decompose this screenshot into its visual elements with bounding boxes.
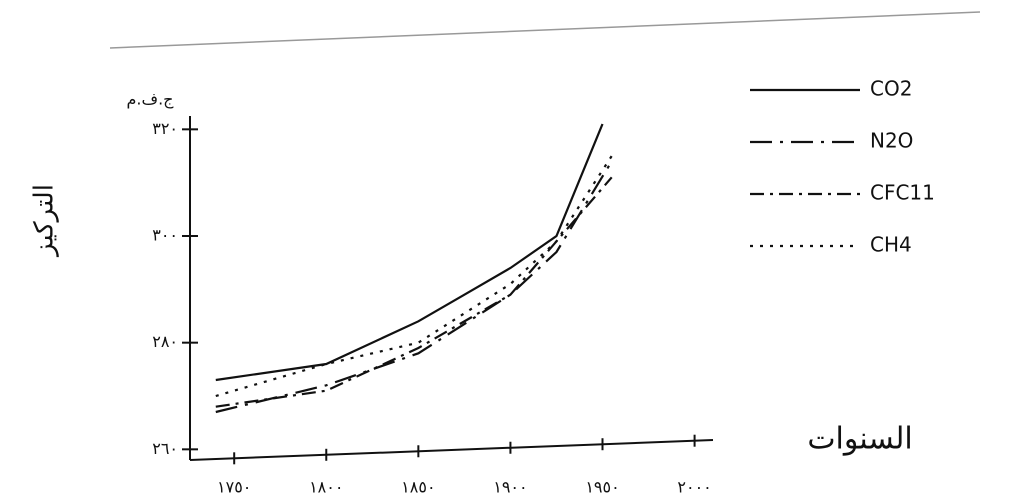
series-line xyxy=(216,156,612,396)
series-line xyxy=(216,161,612,412)
legend-label: N2O xyxy=(870,129,913,153)
x-tick-label: ١٧٥٠ xyxy=(217,478,251,497)
frame-line xyxy=(110,12,980,48)
chart: ج.ف.م التركيز السنوات ٢٦٠ ٢٨٠ ٣٠٠ ٣٢٠ ١٧٥٠ ١٨… xyxy=(0,0,1012,502)
y-unit: ج.ف.م xyxy=(127,90,175,110)
legend-label: CO2 xyxy=(870,77,912,101)
y-tick-label: ٢٦٠ xyxy=(152,439,178,458)
y-tick-label: ٣٠٠ xyxy=(152,226,178,245)
x-axis-label: السنوات xyxy=(807,422,912,457)
legend-label: CH4 xyxy=(870,233,912,257)
x-axis xyxy=(190,440,713,460)
legend-label: CFC11 xyxy=(870,181,935,205)
x-tick-label: ١٨٥٠ xyxy=(401,478,435,497)
x-tick-label: ١٩٠٠ xyxy=(493,478,527,497)
y-tick-label: ٢٨٠ xyxy=(152,332,178,351)
x-tick-label: ١٨٠٠ xyxy=(309,478,343,497)
series-line xyxy=(216,124,603,380)
y-tick-label: ٣٢٠ xyxy=(152,119,178,138)
x-tick-label: ١٩٥٠ xyxy=(585,478,619,497)
y-axis-label: التركيز xyxy=(30,184,60,258)
x-tick-label: ٢٠٠٠ xyxy=(677,478,711,497)
